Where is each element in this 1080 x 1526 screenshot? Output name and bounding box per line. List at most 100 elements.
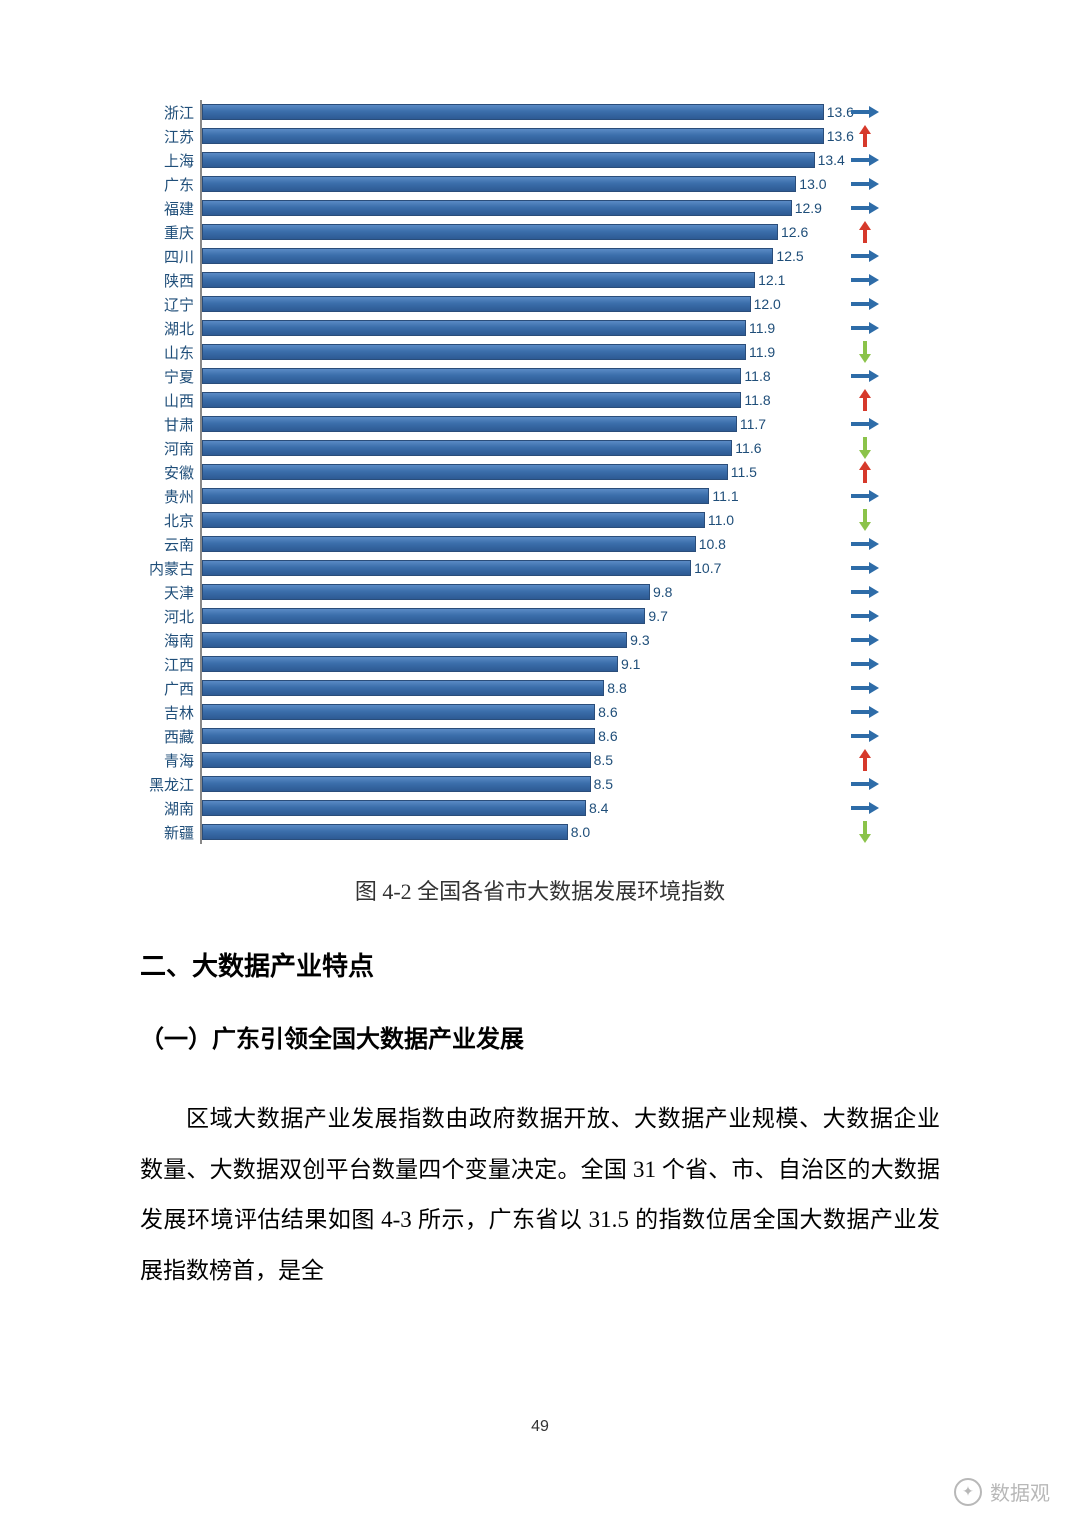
arrow-right-icon [851, 107, 879, 117]
chart-row: 四川12.5 [140, 244, 940, 268]
bar-track: 12.9 [200, 196, 840, 220]
bar-label: 海南 [140, 630, 200, 651]
bar-label: 上海 [140, 150, 200, 171]
chart-row: 西藏8.6 [140, 724, 940, 748]
bar-label: 贵州 [140, 486, 200, 507]
bar-label: 甘肃 [140, 414, 200, 435]
bar-label: 重庆 [140, 222, 200, 243]
trend-indicator [840, 635, 890, 645]
bar: 11.7 [202, 416, 737, 432]
bar-value: 12.6 [777, 224, 808, 240]
arrow-right-icon [851, 683, 879, 693]
trend-indicator [840, 179, 890, 189]
bar-track: 11.0 [200, 508, 840, 532]
bar-track: 13.6 [200, 124, 840, 148]
bar-value: 9.1 [617, 656, 640, 672]
watermark-text: 数据观 [990, 1477, 1050, 1506]
chart-row: 陕西12.1 [140, 268, 940, 292]
bar-value: 8.6 [594, 728, 617, 744]
bar-label: 四川 [140, 246, 200, 267]
bar-value: 11.8 [740, 392, 770, 408]
bar-label: 云南 [140, 534, 200, 555]
bar-value: 12.9 [791, 200, 822, 216]
bar-value: 11.8 [740, 368, 770, 384]
bar-value: 8.8 [603, 680, 626, 696]
chart-row: 新疆8.0 [140, 820, 940, 844]
bar: 11.8 [202, 392, 741, 408]
bar-track: 9.8 [200, 580, 840, 604]
bar-track: 8.6 [200, 700, 840, 724]
trend-indicator [840, 461, 890, 483]
bar-label: 山西 [140, 390, 200, 411]
arrow-right-icon [851, 779, 879, 789]
bar-label: 陕西 [140, 270, 200, 291]
bar-track: 8.4 [200, 796, 840, 820]
bar-label: 福建 [140, 198, 200, 219]
trend-indicator [840, 707, 890, 717]
chart-row: 江苏13.6 [140, 124, 940, 148]
bar-label: 青海 [140, 750, 200, 771]
bar-label: 湖南 [140, 798, 200, 819]
chart-row: 江西9.1 [140, 652, 940, 676]
bar-track: 11.8 [200, 364, 840, 388]
bar-track: 13.6 [200, 100, 840, 124]
trend-indicator [840, 539, 890, 549]
chart-row: 安徽11.5 [140, 460, 940, 484]
chart-row: 山东11.9 [140, 340, 940, 364]
bar-label: 江苏 [140, 126, 200, 147]
bar-track: 13.0 [200, 172, 840, 196]
trend-indicator [840, 155, 890, 165]
arrow-down-icon [860, 341, 870, 363]
bar-track: 9.7 [200, 604, 840, 628]
bar-track: 11.7 [200, 412, 840, 436]
bar: 8.5 [202, 776, 591, 792]
arrow-down-icon [860, 437, 870, 459]
bar-track: 11.8 [200, 388, 840, 412]
arrow-right-icon [851, 659, 879, 669]
bar: 13.0 [202, 176, 796, 192]
bar-value: 10.7 [690, 560, 721, 576]
bar-value: 10.8 [695, 536, 726, 552]
bar-value: 11.7 [736, 416, 766, 432]
bar-track: 10.8 [200, 532, 840, 556]
bar-value: 9.8 [649, 584, 672, 600]
chart-row: 天津9.8 [140, 580, 940, 604]
arrow-right-icon [851, 707, 879, 717]
bar-value: 11.0 [704, 512, 734, 528]
watermark: ✦ 数据观 [954, 1477, 1050, 1506]
bar-label: 浙江 [140, 102, 200, 123]
bar-label: 广东 [140, 174, 200, 195]
bar-track: 8.5 [200, 772, 840, 796]
arrow-right-icon [851, 275, 879, 285]
bar-value: 11.5 [727, 464, 757, 480]
chart-row: 福建 12.9 [140, 196, 940, 220]
arrow-right-icon [851, 179, 879, 189]
bar-track: 9.1 [200, 652, 840, 676]
bar-track: 11.9 [200, 340, 840, 364]
trend-indicator [840, 563, 890, 573]
bar: 9.1 [202, 656, 618, 672]
chart-row: 贵州 11.1 [140, 484, 940, 508]
chart-row: 河南11.6 [140, 436, 940, 460]
trend-indicator [840, 731, 890, 741]
arrow-right-icon [851, 587, 879, 597]
bar: 11.0 [202, 512, 705, 528]
bar-chart: 浙江13.6江苏13.6上海13.4广东13.0福建12.9重庆12.6四川12… [140, 100, 940, 844]
bar-value: 11.9 [745, 344, 775, 360]
bar-value: 8.0 [567, 824, 590, 840]
bar-label: 湖北 [140, 318, 200, 339]
bar: 9.3 [202, 632, 627, 648]
trend-indicator [840, 371, 890, 381]
trend-indicator [840, 509, 890, 531]
trend-indicator [840, 299, 890, 309]
bar: 9.7 [202, 608, 645, 624]
trend-indicator [840, 491, 890, 501]
arrow-right-icon [851, 371, 879, 381]
trend-indicator [840, 611, 890, 621]
bar: 13.6 [202, 128, 824, 144]
chart-row: 河北9.7 [140, 604, 940, 628]
bar: 8.6 [202, 728, 595, 744]
bar-value: 11.1 [708, 488, 738, 504]
chart-row: 云南 10.8 [140, 532, 940, 556]
bar-track: 13.4 [200, 148, 840, 172]
